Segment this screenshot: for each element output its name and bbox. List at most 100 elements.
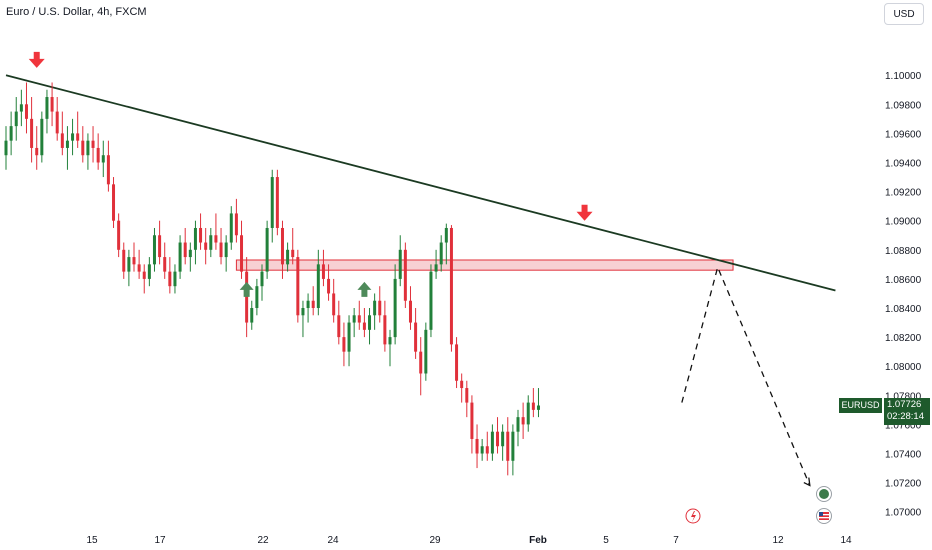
candle: [270, 169, 274, 243]
candle-body: [106, 155, 110, 185]
candle: [455, 337, 459, 389]
candle: [147, 257, 151, 287]
candle: [45, 89, 49, 134]
price-tick-label: 1.08000: [885, 362, 922, 373]
candle: [434, 249, 438, 279]
currency-button[interactable]: USD: [884, 3, 924, 25]
candle-body: [526, 402, 530, 425]
candle: [444, 223, 448, 265]
candle-body: [30, 118, 34, 148]
candle: [357, 300, 361, 330]
candle-body: [449, 227, 453, 345]
price-tick-label: 1.09800: [885, 100, 922, 111]
candle: [158, 220, 162, 265]
candle: [378, 286, 382, 323]
candle-body: [45, 97, 49, 119]
candle: [316, 249, 320, 316]
candle-body: [209, 235, 213, 250]
price-tick-label: 1.09400: [885, 158, 922, 169]
candle-body: [204, 242, 208, 250]
candle-body: [270, 177, 274, 228]
price-tick-label: 1.08200: [885, 333, 922, 344]
price-tick-label: 1.07200: [885, 479, 922, 490]
candle: [209, 227, 213, 258]
candle: [526, 395, 530, 432]
candle: [219, 227, 223, 265]
candle: [521, 402, 525, 439]
us-flag-canton: [819, 512, 823, 516]
candle-body: [490, 431, 494, 454]
bar-countdown: 02:28:14: [887, 411, 924, 422]
candle: [152, 227, 156, 272]
time-tick-label: 5: [603, 535, 609, 546]
candle-body: [383, 315, 387, 345]
symbol-label: EURUSD: [839, 398, 882, 413]
candle: [260, 264, 264, 301]
time-tick-label: 14: [840, 535, 852, 546]
candle: [373, 293, 377, 330]
candle: [142, 264, 146, 294]
candle: [35, 126, 39, 170]
candle-body: [234, 213, 238, 236]
candle-body: [76, 133, 80, 141]
candles-layer: [4, 82, 540, 476]
candle: [536, 388, 540, 418]
candle: [383, 300, 387, 352]
candle: [511, 424, 515, 476]
price-tick-label: 1.07800: [885, 391, 922, 402]
candle-body: [444, 227, 448, 243]
candle: [91, 126, 95, 163]
candle: [106, 140, 110, 192]
candle-body: [127, 257, 131, 272]
candle: [55, 97, 59, 141]
candle-body: [398, 249, 402, 279]
candle-body: [296, 257, 300, 316]
candle: [245, 257, 249, 338]
candle-body: [403, 249, 407, 301]
candle: [168, 257, 172, 294]
candle: [485, 431, 489, 461]
candle-body: [455, 344, 459, 381]
candle-body: [255, 286, 259, 309]
candle-body: [306, 300, 310, 309]
time-tick-label: 29: [429, 535, 441, 546]
candle-body: [86, 140, 90, 156]
candle-body: [531, 402, 535, 410]
time-axis[interactable]: 15 17 22 24 29 Feb 5 7 12 14: [86, 535, 852, 546]
price-tick-label: 1.08400: [885, 304, 922, 315]
candle-body: [229, 213, 233, 243]
price-axis[interactable]: 1.10000 1.09800 1.09600 1.09400 1.09200 1.090…: [884, 30, 932, 550]
candle: [9, 111, 13, 156]
us-flag-icon: [816, 508, 832, 524]
candle: [490, 424, 494, 461]
candle-body: [496, 431, 500, 447]
time-tick-label: 12: [772, 535, 784, 546]
candle-body: [193, 227, 197, 250]
flash-icon: [685, 508, 701, 524]
candle: [163, 242, 167, 279]
candle-body: [332, 293, 336, 316]
candle-body: [188, 249, 192, 258]
candle: [173, 264, 177, 294]
candle-body: [362, 322, 366, 330]
candle: [327, 264, 331, 301]
candle-body: [240, 235, 244, 272]
candle: [496, 417, 500, 454]
candle: [419, 337, 423, 396]
candle-body: [327, 278, 331, 294]
price-tick-label: 1.07000: [885, 508, 922, 519]
candle: [199, 213, 203, 250]
candle-body: [219, 242, 223, 258]
candle: [65, 126, 69, 170]
candle: [408, 286, 412, 330]
flash-icon-bolt: [691, 511, 696, 522]
up-arrow-marker: [357, 281, 372, 297]
candle-body: [132, 257, 136, 265]
candle: [40, 111, 44, 163]
candle-body: [352, 315, 356, 323]
candle-body: [60, 133, 64, 148]
events-layer: [685, 486, 832, 524]
projection-path: [681, 265, 811, 486]
candle: [240, 220, 244, 279]
